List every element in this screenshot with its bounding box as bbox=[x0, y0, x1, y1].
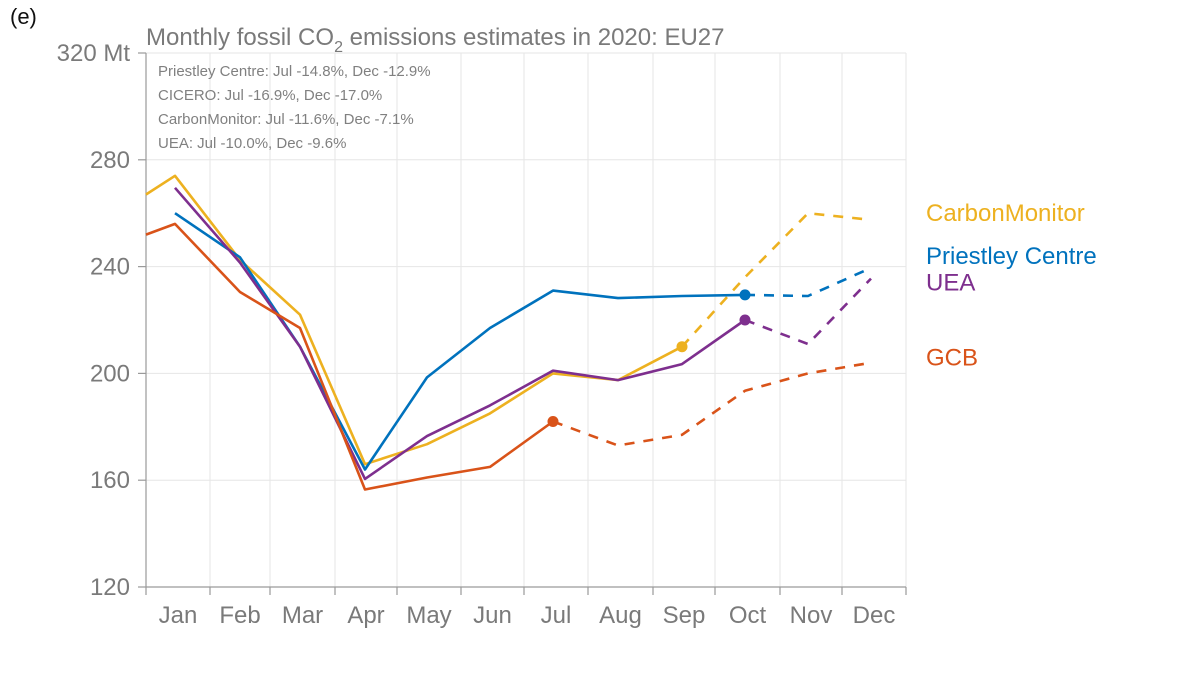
x-tick-label: Jul bbox=[541, 602, 572, 629]
series-priestley-centre bbox=[174, 212, 872, 471]
y-tick-label: 240 bbox=[90, 254, 130, 281]
title-subscript: 2 bbox=[334, 39, 343, 56]
series-line-dashed bbox=[552, 361, 872, 447]
y-tick-label: 120 bbox=[90, 574, 130, 601]
series-gcb bbox=[145, 222, 872, 491]
annotation-line: CarbonMonitor: Jul -11.6%, Dec -7.1% bbox=[158, 111, 414, 128]
chart-title: Monthly fossil CO2 emissions estimates i… bbox=[146, 24, 724, 56]
y-tick-label: 280 bbox=[90, 147, 130, 174]
series-carbonmonitor bbox=[145, 174, 872, 466]
grid bbox=[146, 52, 907, 587]
last-observed-marker bbox=[739, 289, 751, 301]
series-line-solid bbox=[145, 174, 683, 466]
series-line-dashed bbox=[681, 211, 872, 348]
series-line-dashed bbox=[744, 277, 872, 346]
x-tick-label: Jan bbox=[159, 602, 198, 629]
axes: 120 160 200 240 280 320 Mt Jan Feb Mar Apr May Jun J… bbox=[57, 40, 907, 629]
last-observed-marker bbox=[547, 415, 559, 427]
x-tick-label: Oct bbox=[729, 602, 767, 629]
last-observed-marker bbox=[676, 341, 688, 353]
series bbox=[145, 174, 872, 491]
x-tick-label: Apr bbox=[347, 602, 384, 629]
x-tick-label: Mar bbox=[282, 602, 323, 629]
y-tick-label: 320 Mt bbox=[57, 40, 131, 67]
legend-label: UEA bbox=[926, 270, 975, 297]
series-uea bbox=[174, 186, 872, 481]
x-tick-label: Dec bbox=[853, 602, 896, 629]
y-tick-label: 160 bbox=[90, 467, 130, 494]
annotation-box: Priestley Centre: Jul -14.8%, Dec -12.9%… bbox=[158, 63, 431, 152]
series-line-solid bbox=[145, 222, 554, 491]
title-part-2: emissions estimates in 2020: EU27 bbox=[343, 24, 725, 51]
x-tick-label: May bbox=[406, 602, 451, 629]
legend-label: CarbonMonitor bbox=[926, 200, 1085, 227]
legend-label: Priestley Centre bbox=[926, 243, 1097, 270]
series-line-solid bbox=[174, 212, 746, 471]
x-tick-label: Aug bbox=[599, 602, 642, 629]
series-line-solid bbox=[174, 186, 746, 481]
x-tick-label: Sep bbox=[663, 602, 706, 629]
title-part-1: Monthly fossil CO bbox=[146, 24, 334, 51]
series-line-dashed bbox=[744, 266, 872, 298]
annotation-line: Priestley Centre: Jul -14.8%, Dec -12.9% bbox=[158, 63, 431, 80]
panel-label: (e) bbox=[10, 4, 37, 29]
y-tick-label: 200 bbox=[90, 360, 130, 387]
x-tick-label: Jun bbox=[473, 602, 512, 629]
annotation-line: UEA: Jul -10.0%, Dec -9.6% bbox=[158, 135, 346, 152]
annotation-line: CICERO: Jul -16.9%, Dec -17.0% bbox=[158, 87, 382, 104]
legend-label: GCB bbox=[926, 344, 978, 371]
x-tick-label: Nov bbox=[790, 602, 833, 629]
last-observed-marker bbox=[739, 314, 751, 326]
x-tick-label: Feb bbox=[219, 602, 260, 629]
